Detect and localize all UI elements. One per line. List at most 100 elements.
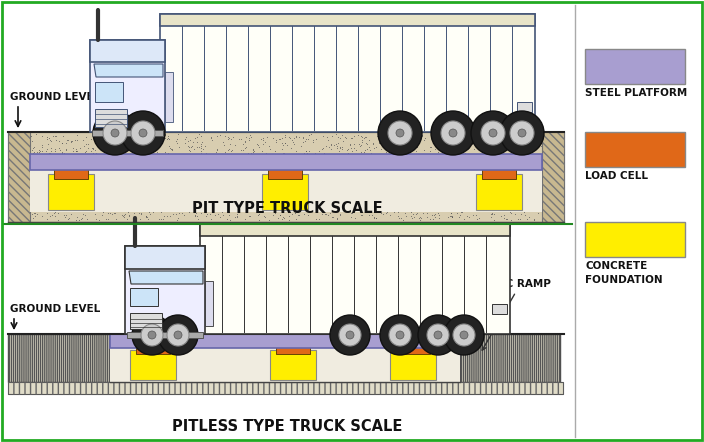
Point	[192, 168, 203, 175]
Point	[350, 198, 361, 205]
Point	[192, 194, 203, 202]
Point	[79, 143, 90, 150]
Point	[298, 195, 310, 202]
Point	[522, 140, 533, 147]
Point	[101, 149, 113, 156]
Point	[265, 183, 276, 191]
Point	[38, 166, 49, 173]
Point	[71, 194, 82, 201]
Point	[196, 159, 208, 166]
Point	[523, 167, 534, 174]
Point	[172, 131, 184, 138]
Point	[101, 158, 113, 165]
Point	[181, 197, 192, 204]
Point	[160, 131, 171, 138]
Point	[161, 136, 172, 143]
Point	[159, 198, 170, 205]
Point	[549, 165, 560, 172]
Point	[218, 161, 229, 168]
Point	[95, 172, 106, 179]
Point	[285, 144, 296, 151]
Point	[310, 171, 322, 178]
Point	[279, 184, 290, 191]
Point	[516, 168, 527, 175]
Point	[480, 198, 491, 205]
Point	[432, 137, 443, 145]
Point	[165, 206, 177, 213]
Point	[164, 136, 175, 143]
Point	[267, 211, 278, 218]
Point	[91, 207, 102, 214]
Bar	[30, 170, 542, 212]
Point	[407, 210, 418, 217]
Point	[290, 132, 301, 139]
Point	[148, 180, 159, 187]
Point	[172, 191, 184, 198]
Point	[276, 157, 287, 164]
Point	[346, 182, 357, 189]
Point	[467, 165, 478, 172]
Point	[403, 147, 415, 154]
Point	[132, 133, 143, 140]
Point	[522, 149, 533, 156]
Point	[210, 150, 221, 157]
Point	[471, 174, 482, 181]
Point	[218, 167, 229, 174]
Point	[553, 137, 565, 145]
Point	[543, 195, 555, 202]
Point	[392, 172, 403, 179]
Point	[14, 133, 25, 140]
Point	[75, 154, 86, 161]
Bar	[482, 169, 516, 179]
Point	[482, 162, 493, 169]
Point	[508, 177, 520, 184]
Point	[146, 187, 158, 194]
Bar	[585, 49, 685, 84]
Point	[144, 164, 155, 171]
Point	[100, 160, 111, 167]
Point	[191, 139, 202, 146]
Point	[536, 142, 548, 149]
Point	[447, 160, 458, 167]
Point	[187, 139, 199, 146]
Point	[99, 156, 111, 163]
Point	[304, 180, 315, 187]
Point	[505, 177, 516, 184]
Point	[8, 214, 19, 221]
Point	[543, 190, 555, 197]
Point	[75, 175, 87, 183]
Point	[152, 151, 163, 158]
Point	[179, 167, 190, 174]
Bar	[268, 169, 302, 179]
Point	[291, 160, 302, 167]
Point	[553, 214, 564, 221]
Point	[298, 133, 309, 141]
Point	[22, 145, 33, 152]
Circle shape	[158, 315, 198, 355]
Polygon shape	[125, 246, 205, 269]
Point	[337, 137, 348, 144]
Point	[455, 199, 467, 206]
Point	[424, 203, 435, 210]
Point	[256, 184, 268, 191]
Point	[532, 156, 543, 164]
Point	[19, 208, 30, 215]
Point	[47, 196, 58, 203]
Point	[207, 137, 218, 144]
Point	[406, 171, 417, 179]
Circle shape	[489, 129, 497, 137]
Point	[142, 186, 153, 193]
Point	[486, 179, 498, 186]
Point	[318, 176, 329, 183]
Point	[56, 183, 67, 190]
Point	[509, 165, 520, 172]
Point	[463, 131, 474, 138]
Point	[237, 169, 249, 176]
Point	[184, 156, 195, 164]
Point	[146, 171, 158, 178]
Point	[95, 197, 106, 204]
Point	[122, 209, 133, 216]
Point	[192, 216, 203, 223]
Point	[126, 197, 137, 204]
Point	[56, 140, 68, 147]
